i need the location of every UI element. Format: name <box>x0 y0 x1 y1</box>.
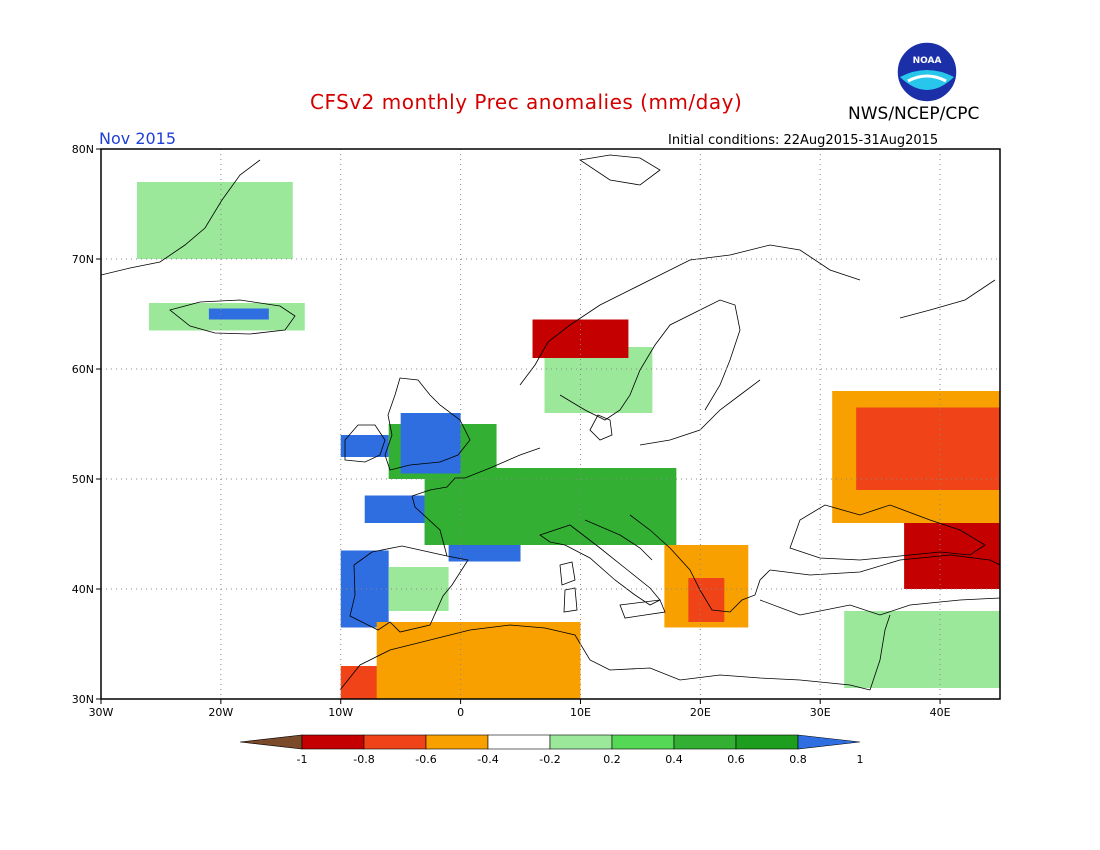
colorbar-label: -0.8 <box>353 753 374 766</box>
coastlines <box>101 154 1000 691</box>
lat-tick-label: 80N <box>72 143 94 156</box>
colorbar-label: 1 <box>857 753 864 766</box>
colorbar-label: 0.2 <box>603 753 621 766</box>
colorbar-swatch <box>363 734 427 750</box>
lon-tick-label: 10W <box>328 706 353 719</box>
lon-tick-label: 40E <box>930 706 951 719</box>
anomaly-cell-darkred <box>904 523 1000 589</box>
anomaly-cells <box>136 182 1000 699</box>
anomaly-cell-orange <box>376 622 581 699</box>
anomaly-cell-blue <box>400 413 461 474</box>
axis-ticks: 30W 20W 10W 0 10E 20E 30E 40E 30N 40N 50N 60N 70N 80N <box>72 143 951 719</box>
colorbar-swatch <box>797 734 861 750</box>
lon-tick-label: 30E <box>810 706 831 719</box>
lon-tick-label: 10E <box>570 706 591 719</box>
noaa-logo: NOAA <box>896 41 958 103</box>
lon-tick-label: 20E <box>690 706 711 719</box>
lon-tick-label: 20W <box>208 706 233 719</box>
colorbar-label: -0.4 <box>477 753 498 766</box>
lat-tick-label: 30N <box>72 693 94 706</box>
colorbar-swatch <box>425 734 489 750</box>
colorbar-swatch <box>611 734 675 750</box>
anomaly-cell-lightgreen <box>844 611 1000 688</box>
anomaly-cell-lightgreen <box>388 567 449 611</box>
anomaly-cell-green <box>424 468 677 545</box>
colorbar-swatch <box>549 734 613 750</box>
colorbar-label: -0.6 <box>415 753 436 766</box>
colorbar-label: -1 <box>297 753 308 766</box>
colorbar-swatch <box>301 734 365 750</box>
anomaly-cell-blue <box>208 308 269 320</box>
agency-label: NWS/NCEP/CPC <box>848 104 980 124</box>
logo-text: NOAA <box>913 56 942 66</box>
lat-tick-label: 60N <box>72 363 94 376</box>
anomaly-cell-blue <box>448 545 521 562</box>
anomaly-cell-red <box>856 407 1000 490</box>
colorbar-swatch <box>239 734 303 750</box>
lat-tick-label: 40N <box>72 583 94 596</box>
map-frame <box>100 148 1001 700</box>
colorbar-swatch <box>673 734 737 750</box>
anomaly-cell-blue <box>364 495 425 523</box>
anomaly-cell-blue <box>340 435 389 457</box>
colorbar-label: 0.6 <box>727 753 745 766</box>
lat-tick-label: 70N <box>72 253 94 266</box>
forecast-month: Nov 2015 <box>99 129 177 148</box>
lon-tick-label: 30W <box>89 706 114 719</box>
colorbar-swatch <box>487 734 551 750</box>
initial-conditions: Initial conditions: 22Aug2015-31Aug2015 <box>668 133 939 148</box>
anomaly-cell-darkred <box>532 319 629 358</box>
colorbar-label: 0.8 <box>789 753 807 766</box>
chart-title: CFSv2 monthly Prec anomalies (mm/day) <box>310 90 743 114</box>
colorbar-label: -0.2 <box>539 753 560 766</box>
colorbar-label: 0.4 <box>665 753 683 766</box>
anomaly-cell-lightgreen <box>136 182 293 259</box>
lon-tick-label: 0 <box>457 706 464 719</box>
lat-tick-label: 50N <box>72 473 94 486</box>
lat-lon-grid <box>101 149 1000 699</box>
anomaly-cell-blue <box>340 550 389 628</box>
colorbar-swatch <box>735 734 799 750</box>
